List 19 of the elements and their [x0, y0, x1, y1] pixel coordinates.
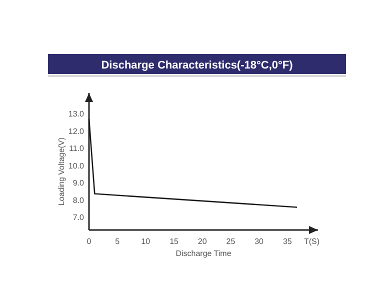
x-tick-label: 25 [226, 237, 236, 246]
x-tick-label: 10 [141, 237, 151, 246]
chart-title: Discharge Characteristics(-18°C,0°F) [101, 60, 294, 72]
x-tick-label: 20 [198, 237, 208, 246]
x-tick-label: 30 [254, 237, 264, 246]
y-tick-label: 13.0 [68, 110, 85, 119]
x-tick-label: 0 [86, 237, 92, 246]
x-tick-label: 5 [115, 237, 120, 246]
x-tick-label: 35 [282, 237, 292, 246]
y-tick-label: 10.0 [68, 161, 85, 170]
y-tick-label: 11.0 [69, 144, 85, 154]
text: T(S) [304, 237, 320, 246]
x-tick-label: 15 [170, 237, 180, 246]
y-tick-label: 12.0 [68, 126, 85, 136]
x-axis-title: Discharge Time [176, 249, 232, 258]
y-axis-title: Loading Voltage(V) [57, 137, 66, 206]
y-tick-label: 7.0 [72, 213, 85, 222]
y-tick-label: 9.0 [72, 178, 85, 188]
y-tick-label: 8.0 [72, 196, 85, 205]
